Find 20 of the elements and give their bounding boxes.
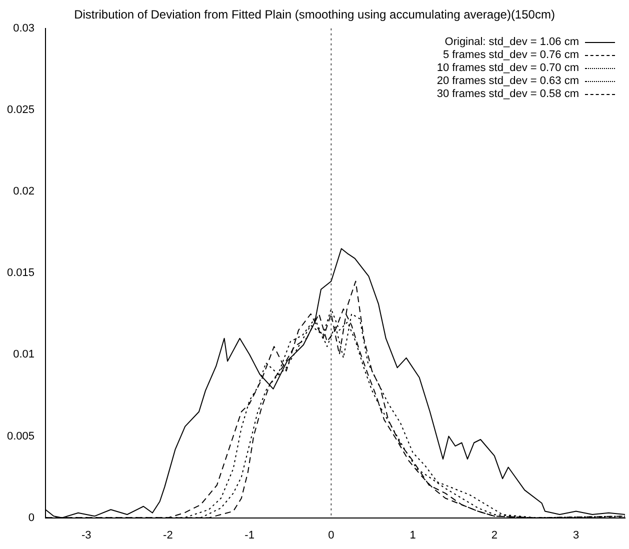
y-tick-label: 0: [28, 512, 35, 524]
y-tick-label: 0.005: [6, 430, 35, 442]
legend-label: 20 frames std_dev = 0.63 cm: [436, 75, 579, 88]
x-tick-label: 3: [572, 529, 580, 542]
chart-title: Distribution of Deviation from Fitted Plain (smoothing using accumulating average)(150cm): [74, 8, 555, 22]
x-tick-label: -2: [163, 529, 173, 542]
y-tick-label: 0.02: [13, 186, 35, 198]
y-tick-label: 0.03: [13, 22, 35, 34]
y-tick-label: 0.015: [6, 267, 35, 280]
x-tick-label: 0: [328, 529, 334, 542]
x-tick-label: -1: [244, 529, 254, 542]
y-tick-label: 0.01: [13, 348, 35, 361]
x-tick-label: -3: [81, 529, 92, 542]
legend-label: 30 frames std_dev = 0.58 cm: [436, 88, 579, 101]
legend-label: 5 frames std_dev = 0.76 cm: [442, 49, 579, 62]
legend-label: Original: std_dev = 1.06 cm: [444, 36, 579, 49]
legend-label: 10 frames std_dev = 0.70 cm: [436, 62, 579, 75]
x-tick-label: 1: [410, 529, 416, 542]
y-tick-label: 0.025: [6, 104, 35, 116]
x-tick-label: 2: [491, 529, 498, 542]
